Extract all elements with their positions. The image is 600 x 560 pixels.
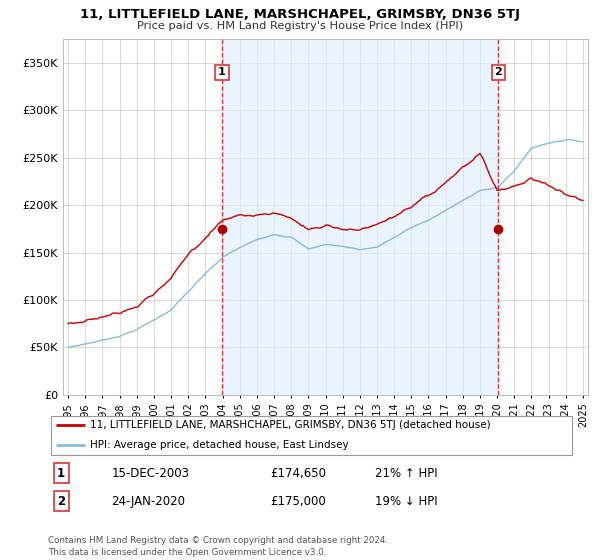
Text: 11, LITTLEFIELD LANE, MARSHCHAPEL, GRIMSBY, DN36 5TJ: 11, LITTLEFIELD LANE, MARSHCHAPEL, GRIMS… xyxy=(80,8,520,21)
Text: 2: 2 xyxy=(494,67,502,77)
Text: 11, LITTLEFIELD LANE, MARSHCHAPEL, GRIMSBY, DN36 5TJ (detached house): 11, LITTLEFIELD LANE, MARSHCHAPEL, GRIMS… xyxy=(90,421,491,430)
Text: 15-DEC-2003: 15-DEC-2003 xyxy=(112,466,190,480)
Text: £175,000: £175,000 xyxy=(270,494,326,508)
Text: Price paid vs. HM Land Registry's House Price Index (HPI): Price paid vs. HM Land Registry's House … xyxy=(137,21,463,31)
Text: 24-JAN-2020: 24-JAN-2020 xyxy=(112,494,185,508)
Text: Contains HM Land Registry data © Crown copyright and database right 2024.
This d: Contains HM Land Registry data © Crown c… xyxy=(48,536,388,557)
Text: 19% ↓ HPI: 19% ↓ HPI xyxy=(376,494,438,508)
Text: 1: 1 xyxy=(57,466,65,480)
FancyBboxPatch shape xyxy=(50,416,572,455)
Text: 2: 2 xyxy=(57,494,65,508)
Text: 21% ↑ HPI: 21% ↑ HPI xyxy=(376,466,438,480)
Text: 1: 1 xyxy=(218,67,226,77)
Text: HPI: Average price, detached house, East Lindsey: HPI: Average price, detached house, East… xyxy=(90,441,349,450)
Text: £174,650: £174,650 xyxy=(270,466,326,480)
